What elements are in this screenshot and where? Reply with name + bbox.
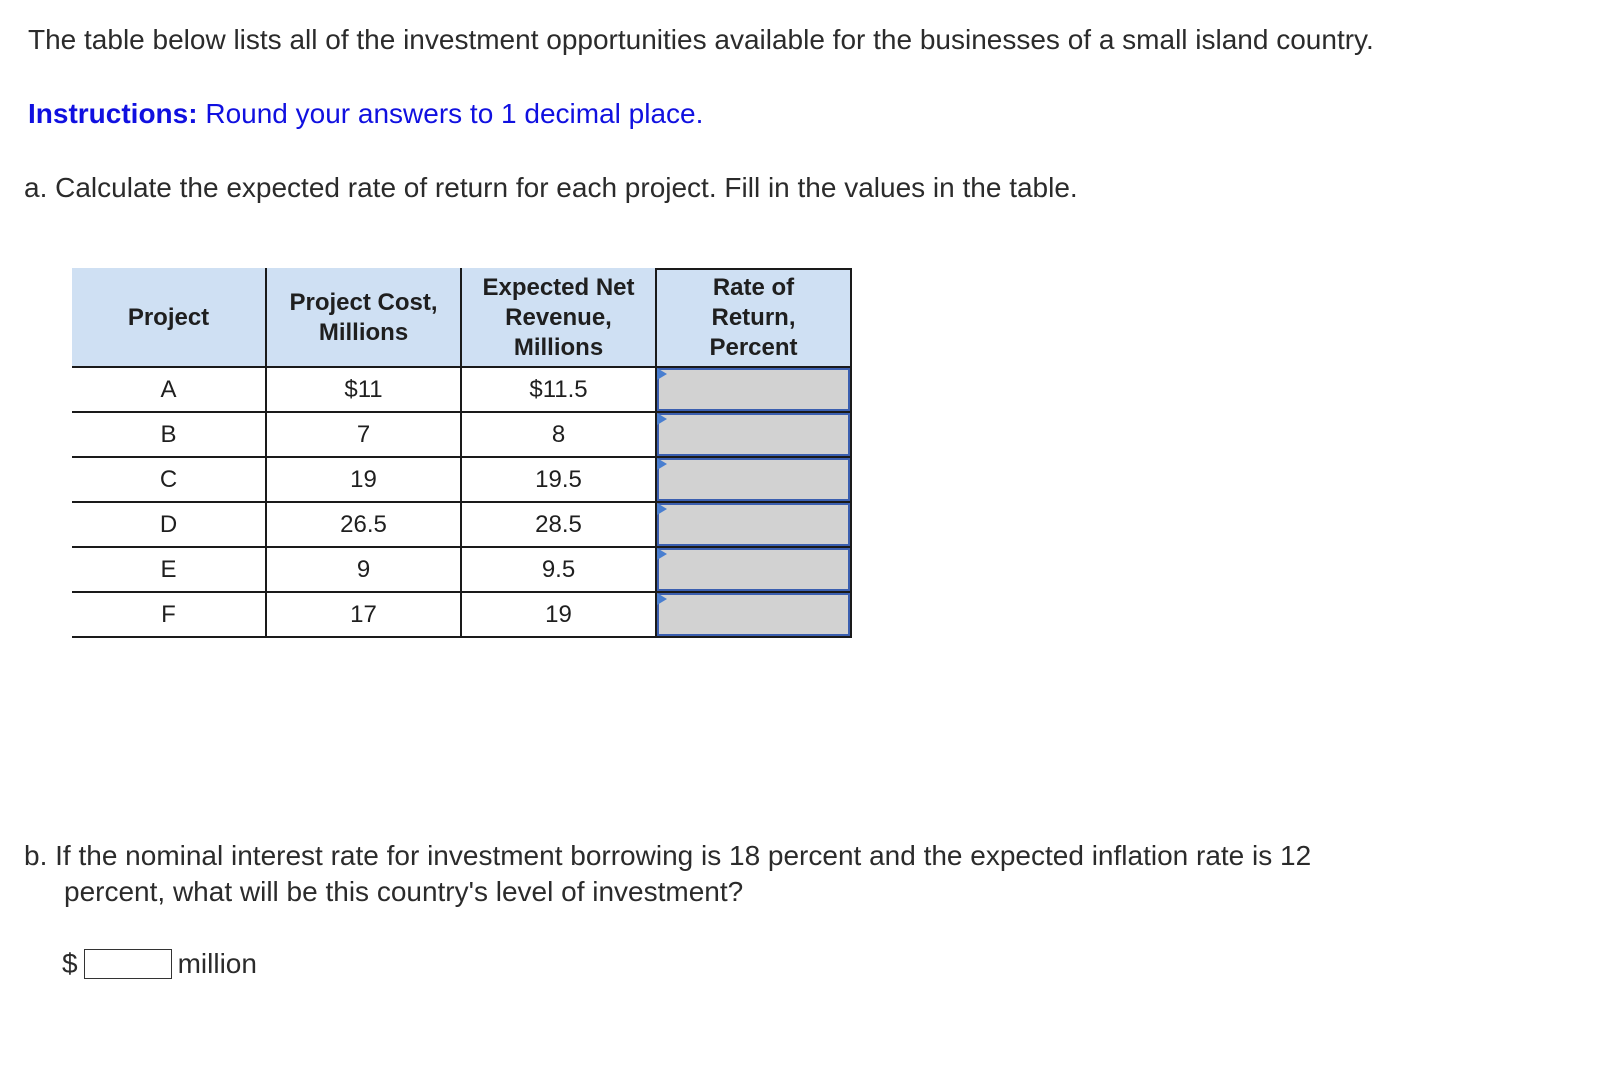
rate-input-c[interactable] bbox=[657, 458, 850, 501]
project-cell: F bbox=[72, 592, 267, 638]
rate-answer-cell bbox=[656, 547, 852, 593]
investment-input[interactable] bbox=[83, 949, 172, 979]
project-cell: E bbox=[72, 547, 267, 593]
header-rate-line-2: Return, bbox=[711, 304, 796, 331]
question-b-line-1: b. If the nominal interest rate for inve… bbox=[24, 840, 1312, 871]
rate-input-a[interactable] bbox=[657, 368, 850, 411]
header-rate-of-return: Rate of Return, Percent bbox=[656, 268, 852, 368]
cost-cell: 19 bbox=[266, 457, 462, 503]
project-cell: B bbox=[72, 412, 267, 458]
header-project: Project bbox=[72, 268, 267, 368]
header-revenue-line-3: Millions bbox=[513, 334, 604, 361]
header-rate-line-1: Rate of bbox=[712, 274, 795, 301]
rate-answer-cell bbox=[656, 412, 852, 458]
million-label: million bbox=[177, 948, 257, 979]
rate-answer-cell bbox=[656, 367, 852, 413]
header-revenue-line-2: Revenue, bbox=[505, 304, 612, 331]
cost-cell: 7 bbox=[266, 412, 462, 458]
instructions-text: Round your answers to 1 decimal place. bbox=[197, 98, 704, 129]
rate-answer-cell bbox=[656, 592, 852, 638]
cost-cell: 26.5 bbox=[266, 502, 462, 548]
header-project-cost: Project Cost, Millions bbox=[266, 268, 462, 368]
table-row: F 17 19 bbox=[72, 592, 852, 638]
rate-input-d[interactable] bbox=[657, 503, 850, 546]
cost-cell: $11 bbox=[266, 367, 462, 413]
header-expected-net-revenue: Expected Net Revenue, Millions bbox=[461, 268, 657, 368]
question-a: a. Calculate the expected rate of return… bbox=[24, 172, 1078, 203]
revenue-cell: 19 bbox=[461, 592, 657, 638]
instructions: Instructions: Round your answers to 1 de… bbox=[28, 96, 703, 132]
revenue-cell: 19.5 bbox=[461, 457, 657, 503]
header-cost-line-2: Millions bbox=[318, 319, 409, 346]
investment-table: Project Project Cost, Millions Expected … bbox=[72, 268, 852, 638]
revenue-cell: $11.5 bbox=[461, 367, 657, 413]
question-b: b. If the nominal interest rate for inve… bbox=[24, 838, 1311, 910]
table-header-row: Project Project Cost, Millions Expected … bbox=[72, 268, 852, 368]
revenue-cell: 28.5 bbox=[461, 502, 657, 548]
investment-table-container: Project Project Cost, Millions Expected … bbox=[72, 268, 852, 638]
table-row: E 9 9.5 bbox=[72, 547, 852, 593]
investment-answer-row: $ million bbox=[62, 946, 257, 982]
question-b-line-2: percent, what will be this country's lev… bbox=[64, 876, 744, 907]
table-row: B 7 8 bbox=[72, 412, 852, 458]
header-project-line: Project bbox=[127, 304, 210, 331]
rate-answer-cell bbox=[656, 502, 852, 548]
project-cell: D bbox=[72, 502, 267, 548]
rate-input-f[interactable] bbox=[657, 593, 850, 636]
header-rate-line-3: Percent bbox=[709, 334, 798, 361]
project-cell: C bbox=[72, 457, 267, 503]
table-row: D 26.5 28.5 bbox=[72, 502, 852, 548]
rate-input-b[interactable] bbox=[657, 413, 850, 456]
intro-text: The table below lists all of the investm… bbox=[28, 24, 1374, 55]
instructions-label: Instructions: bbox=[28, 98, 198, 129]
revenue-cell: 9.5 bbox=[461, 547, 657, 593]
table-row: C 19 19.5 bbox=[72, 457, 852, 503]
header-cost-line-1: Project Cost, bbox=[289, 289, 438, 316]
table-row: A $11 $11.5 bbox=[72, 367, 852, 413]
revenue-cell: 8 bbox=[461, 412, 657, 458]
cost-cell: 9 bbox=[266, 547, 462, 593]
cost-cell: 17 bbox=[266, 592, 462, 638]
rate-answer-cell bbox=[656, 457, 852, 503]
header-revenue-line-1: Expected Net bbox=[482, 274, 635, 301]
dollar-sign: $ bbox=[62, 948, 78, 979]
project-cell: A bbox=[72, 367, 267, 413]
rate-input-e[interactable] bbox=[657, 548, 850, 591]
